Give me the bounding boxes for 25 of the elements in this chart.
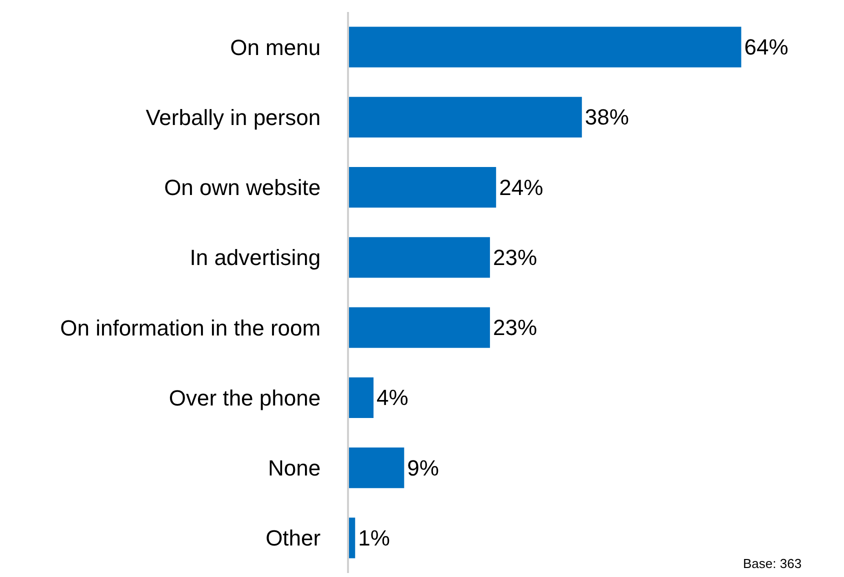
y-tick-label: On information in the room	[60, 315, 321, 340]
data-label: 4%	[376, 385, 408, 410]
data-label: 23%	[492, 315, 538, 340]
bar	[349, 26, 742, 68]
bar	[349, 166, 496, 208]
bar	[349, 96, 582, 138]
bar	[349, 237, 490, 278]
y-tick-label: None	[268, 456, 321, 481]
y-tick-label: On menu	[230, 34, 321, 60]
y-tick-label: Other	[266, 526, 321, 551]
bar	[349, 447, 404, 488]
data-label: 9%	[407, 455, 439, 480]
data-label: 1%	[358, 525, 390, 550]
data-label: 64%	[744, 34, 788, 60]
bar	[349, 518, 356, 558]
text: Base: 363	[743, 556, 802, 571]
bar	[349, 377, 374, 418]
data-label: 38%	[584, 104, 629, 130]
y-tick-label: On own website	[164, 175, 321, 200]
data-label: 23%	[492, 244, 538, 270]
data-label: 24%	[499, 174, 544, 200]
y-tick-label: Over the phone	[168, 385, 321, 410]
y-tick-label: In advertising	[190, 245, 321, 270]
y-tick-label: Verbally in person	[146, 104, 321, 130]
bar	[349, 307, 490, 348]
